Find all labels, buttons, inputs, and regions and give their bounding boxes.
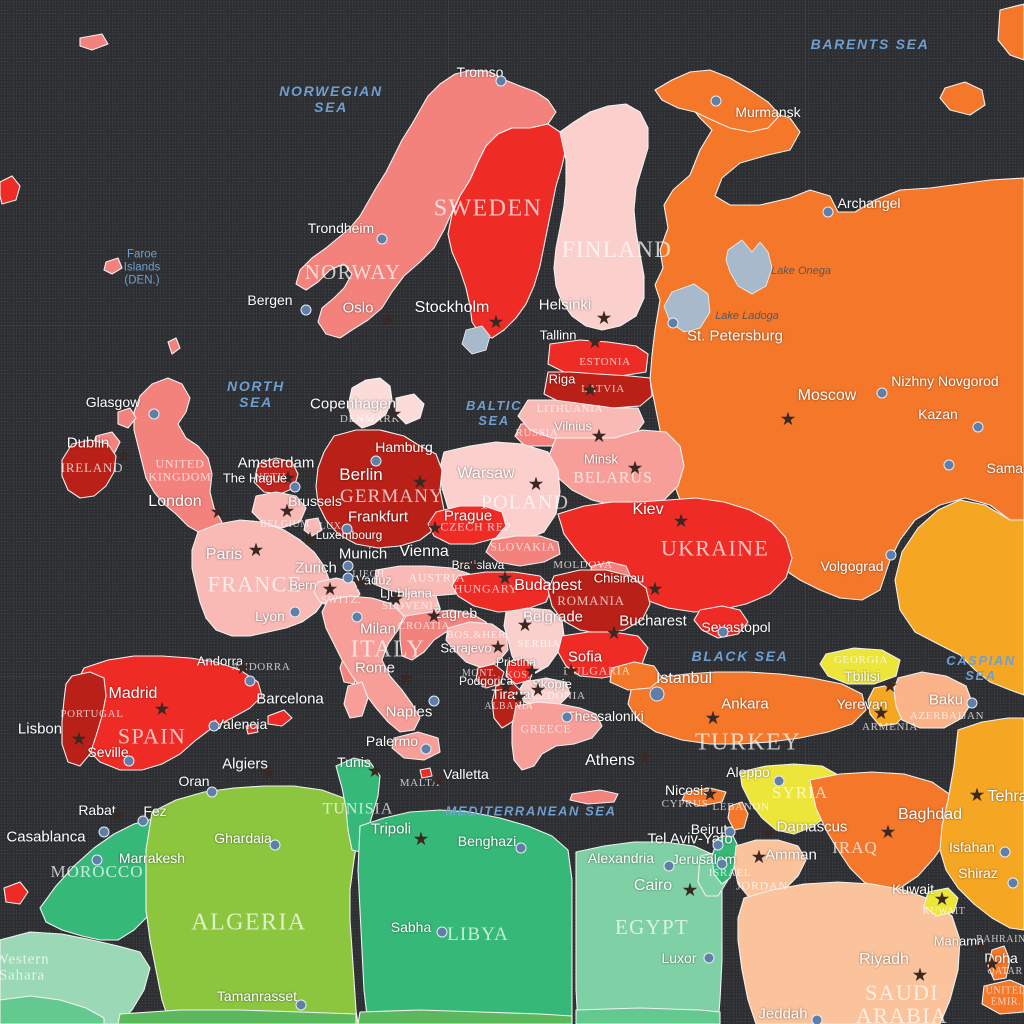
country-shape-georgia (819, 647, 901, 685)
graticule-horizontal (0, 325, 1024, 326)
island-jan-mayen (79, 33, 109, 51)
country-shape-denmark (347, 377, 393, 429)
country-shape-algeria (145, 785, 359, 1024)
country-shape-niger-top (357, 1009, 573, 1024)
country-shape-crimea (693, 605, 749, 639)
country-shape-france (191, 519, 331, 637)
country-shape-turkey (627, 671, 867, 745)
country-shape-azerbaijan (893, 671, 973, 729)
country-shape-turkey-euro (609, 661, 663, 691)
country-shape-belarus (547, 429, 685, 507)
country-shape-steppe (894, 499, 1024, 696)
country-shape-uk (133, 377, 223, 535)
country-shape-crete (569, 789, 619, 805)
country-shape-belgium (251, 491, 307, 529)
country-shape-russia-island (939, 81, 986, 116)
country-shape-greece (511, 701, 603, 771)
country-shape-sweden (447, 123, 567, 339)
country-shape-romania (547, 569, 651, 635)
country-shape-lebanon (727, 801, 749, 831)
country-shape-malta (419, 767, 433, 779)
lake-onega (725, 239, 773, 295)
country-shape-estonia (547, 339, 649, 377)
country-shape-denmark-isl (395, 393, 425, 425)
country-shape-uae (981, 979, 1024, 1015)
country-shape-cyprus (681, 787, 727, 807)
country-shape-russia-novaya (997, 3, 1024, 61)
country-shape-libya (357, 809, 573, 1024)
country-shape-iran (939, 717, 1024, 931)
country-shape-italy (321, 595, 421, 733)
country-shape-balearic (267, 709, 293, 727)
country-shape-germany (315, 429, 445, 549)
island-faroe (103, 257, 123, 275)
country-shape-mauritania (0, 995, 105, 1024)
country-shape-sicily (391, 731, 441, 761)
country-shape-czech (427, 505, 507, 545)
country-shape-russia-kola (654, 69, 781, 133)
country-shape-ireland (61, 439, 117, 499)
country-shape-saudi (737, 881, 961, 1024)
island-iceland-edge (0, 175, 21, 205)
country-shape-iraq (809, 771, 957, 891)
country-shape-hungary (451, 571, 553, 613)
country-shape-slovakia (485, 535, 561, 567)
country-shape-luxembourg (303, 517, 323, 537)
island-shetland (167, 337, 181, 355)
country-shape-finland (553, 103, 649, 331)
lake-vanern (461, 325, 491, 355)
country-shape-montenegro (475, 663, 505, 689)
country-shape-mali-top (117, 1009, 357, 1024)
country-shape-israel (711, 833, 739, 885)
country-shape-netherlands (253, 457, 299, 495)
country-shape-bosnia (445, 621, 509, 669)
country-shape-sudan (575, 1007, 721, 1024)
country-shape-sardinia (343, 681, 369, 719)
country-shape-balearic2 (245, 723, 259, 735)
country-shape-norway (295, 69, 557, 339)
country-shape-uk-scotland-isl (117, 407, 137, 429)
country-shape-qatar (987, 945, 1011, 981)
country-shape-canary (3, 881, 29, 905)
